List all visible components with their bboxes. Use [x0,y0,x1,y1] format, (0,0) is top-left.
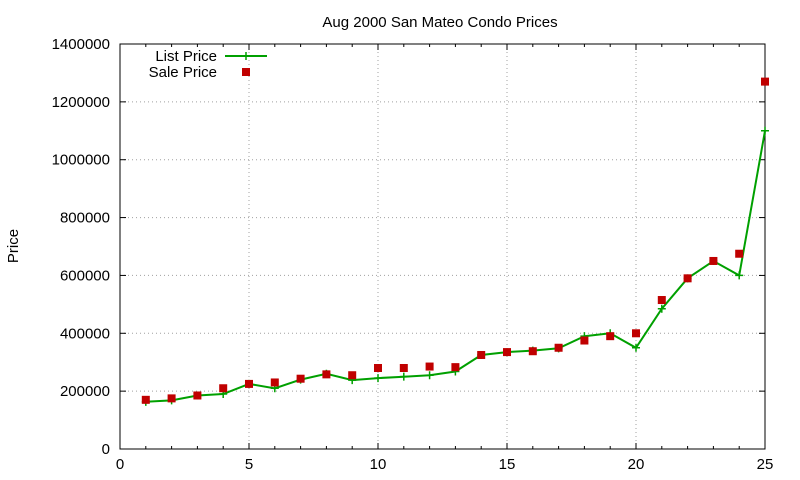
data-point [451,363,460,372]
data-point [425,362,434,371]
legend-swatch-marker [242,52,250,60]
y-tick-label: 400000 [60,325,110,342]
x-tick-label: 20 [628,456,645,473]
data-point [683,274,692,283]
legend-label: Sale Price [149,64,217,81]
data-point [399,364,408,372]
grid-lines [120,44,765,449]
y-tick-label: 1200000 [52,94,110,111]
y-tick-label: 0 [102,441,110,458]
data-point [632,343,640,352]
legend-swatch-marker [242,68,250,76]
x-tick-label: 10 [370,456,387,473]
series-layer [141,77,769,406]
data-point [761,126,769,135]
data-point [735,271,744,280]
y-tick-label: 1400000 [52,36,110,53]
series-1 [141,77,769,404]
data-point [296,374,305,383]
x-tick-label: 15 [499,456,516,473]
data-point [374,364,382,372]
data-point [709,256,718,265]
data-point [425,371,434,380]
data-point [348,371,357,380]
legend-label: List Price [155,48,217,65]
data-point [219,384,228,393]
y-tick-label: 200000 [60,383,110,400]
data-point [374,374,382,383]
data-point [399,372,408,381]
data-point [322,370,331,379]
data-point [761,77,769,86]
data-point [657,304,666,313]
x-tick-label: 0 [116,456,124,473]
data-point [632,329,640,338]
plot-frame [119,43,766,450]
data-point [141,395,150,404]
data-point [270,378,279,387]
data-point [503,348,511,357]
data-point [735,249,744,258]
x-tick-label: 5 [245,456,253,473]
y-tick-label: 600000 [60,267,110,284]
y-axis-label: Price [5,229,22,263]
x-tick-label: 25 [757,456,774,473]
chart-title: Aug 2000 San Mateo Condo Prices [322,14,557,31]
data-point [245,379,253,388]
data-point [167,394,176,403]
series-line [145,130,766,403]
data-point [606,332,615,341]
data-point [657,296,666,305]
data-point [477,350,486,359]
data-point [528,347,537,356]
y-tick-label: 1000000 [52,152,110,169]
data-point [193,391,202,400]
axes: 0 5 10 15 20 25 0 200000 400000 600000 800000 10000… [52,36,774,473]
data-point [580,336,589,345]
y-tick-label: 800000 [60,210,110,227]
data-point [554,343,563,352]
